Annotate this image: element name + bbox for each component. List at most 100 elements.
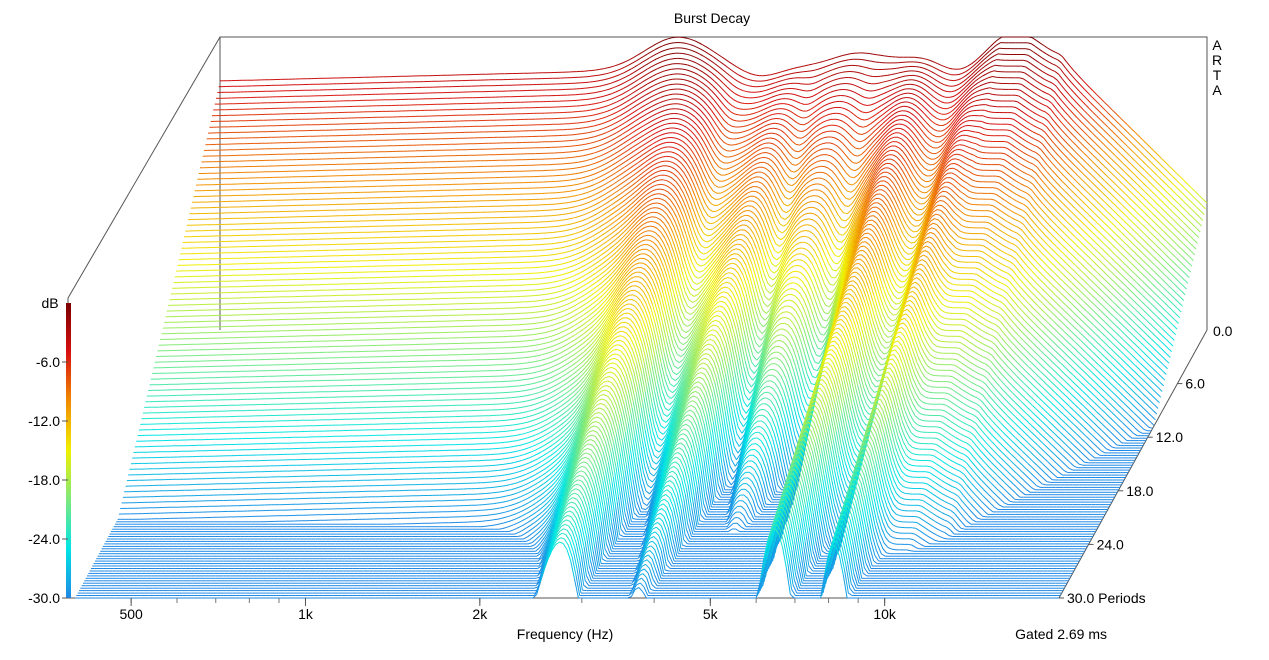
decay-slice-segment [848, 97, 852, 99]
decay-slice-segment [945, 126, 949, 129]
decay-slice-segment [587, 170, 591, 171]
decay-slice-segment [1051, 50, 1055, 52]
decay-slice-segment [1098, 131, 1102, 135]
decay-slice-segment [1174, 263, 1178, 267]
decay-slice-segment [936, 86, 940, 88]
decay-slice-segment [823, 77, 827, 79]
decay-slice-segment [893, 116, 897, 118]
decay-slice-segment [1079, 191, 1083, 195]
decay-slice-segment [736, 153, 740, 155]
decay-slice-segment [716, 179, 720, 181]
decay-slice-segment [1042, 144, 1046, 149]
decay-slice-segment [1011, 113, 1015, 114]
decay-slice-segment [609, 88, 613, 89]
decay-slice-segment [948, 115, 952, 118]
decay-slice-segment [895, 100, 899, 102]
decay-slice-segment [1080, 128, 1084, 132]
decay-slice-segment [597, 80, 601, 81]
decay-slice-segment [878, 115, 882, 118]
decay-slice-segment [639, 116, 643, 118]
decay-slice-segment [1049, 159, 1053, 163]
decay-slice-segment [1087, 199, 1091, 203]
decay-slice-segment [1082, 180, 1086, 184]
decay-slice-segment [695, 117, 699, 121]
decay-slice-segment [1145, 269, 1149, 273]
decay-slice-segment [775, 109, 779, 110]
decay-slice-segment [581, 150, 585, 151]
decay-slice-segment [1175, 278, 1179, 282]
decay-slice-segment [887, 128, 891, 131]
decay-slice-segment [837, 113, 841, 114]
decay-slice-segment [902, 139, 906, 142]
decay-slice-segment [689, 60, 693, 61]
decay-slice-segment [887, 139, 891, 142]
decay-slice-segment [877, 134, 881, 138]
decay-slice-segment [1147, 180, 1151, 184]
decay-slice-segment [752, 131, 756, 133]
decay-slice-segment [602, 74, 606, 75]
decay-slice-segment [966, 112, 970, 114]
decay-slice-segment [765, 94, 769, 95]
decay-slice-segment [1074, 151, 1078, 155]
decay-slice-segment [657, 82, 661, 84]
decay-slice-segment [1173, 227, 1177, 231]
decay-slice-segment [1113, 125, 1117, 129]
decay-slice-segment [856, 178, 860, 183]
decay-slice-segment [715, 64, 719, 67]
decay-slice-segment [1111, 137, 1115, 141]
decay-slice-segment [940, 89, 944, 91]
decay-slice-segment [1068, 78, 1072, 82]
decay-slice-segment [820, 155, 824, 156]
decay-slice-segment [651, 95, 655, 97]
decay-slice-segment [727, 178, 731, 180]
decay-slice-segment [980, 99, 984, 100]
decay-slice-segment [595, 75, 599, 76]
decay-slice-segment [1111, 215, 1115, 219]
decay-slice-segment [1149, 231, 1153, 235]
decay-slice-segment [1157, 218, 1161, 222]
decay-slice-segment [845, 60, 849, 61]
decay-slice-segment [852, 145, 856, 148]
decay-slice-segment [638, 107, 642, 109]
decay-slice-segment [645, 63, 649, 65]
decay-slice-segment [799, 131, 803, 132]
decay-slice-segment [1125, 173, 1129, 177]
decay-slice-segment [1035, 46, 1039, 49]
decay-slice-segment [623, 132, 627, 134]
decay-slice-segment [743, 141, 747, 143]
decay-slice-segment [1064, 133, 1068, 137]
decay-slice-segment [796, 122, 800, 124]
decay-slice-segment [1084, 210, 1088, 214]
decay-slice-segment [907, 107, 911, 109]
decay-slice-segment [971, 93, 975, 96]
decay-slice-segment [1077, 81, 1081, 85]
decay-slice-segment [619, 134, 623, 136]
decay-slice-segment [830, 143, 834, 144]
decay-slice-segment [827, 76, 831, 78]
decay-slice-segment [1080, 106, 1084, 110]
decay-slice-segment [1190, 236, 1194, 240]
decay-slice-segment [772, 149, 776, 152]
decay-slice-segment [1180, 297, 1184, 301]
decay-slice-segment [631, 67, 635, 69]
decay-slice-segment [604, 127, 608, 129]
decay-slice-segment [846, 90, 850, 91]
decay-slice-segment [653, 128, 657, 130]
decay-slice-segment [1112, 152, 1116, 156]
decay-slice-segment [1076, 124, 1080, 128]
decay-slice-segment [584, 138, 588, 139]
decay-slice-segment [1130, 192, 1134, 196]
decay-slice-segment [797, 102, 801, 104]
decay-slice-segment [791, 106, 795, 108]
decay-slice-segment [791, 125, 795, 128]
decay-slice-segment [623, 102, 627, 104]
decay-slice-segment [820, 122, 824, 124]
decay-slice-segment [707, 58, 711, 61]
decay-slice-segment [611, 66, 615, 67]
decay-slice-segment [1180, 240, 1184, 244]
decay-slice-segment [1042, 51, 1046, 53]
decay-slice-segment [711, 78, 715, 81]
decay-slice-segment [710, 115, 714, 121]
decay-slice-segment [874, 90, 878, 91]
decay-slice-segment [1111, 236, 1115, 240]
